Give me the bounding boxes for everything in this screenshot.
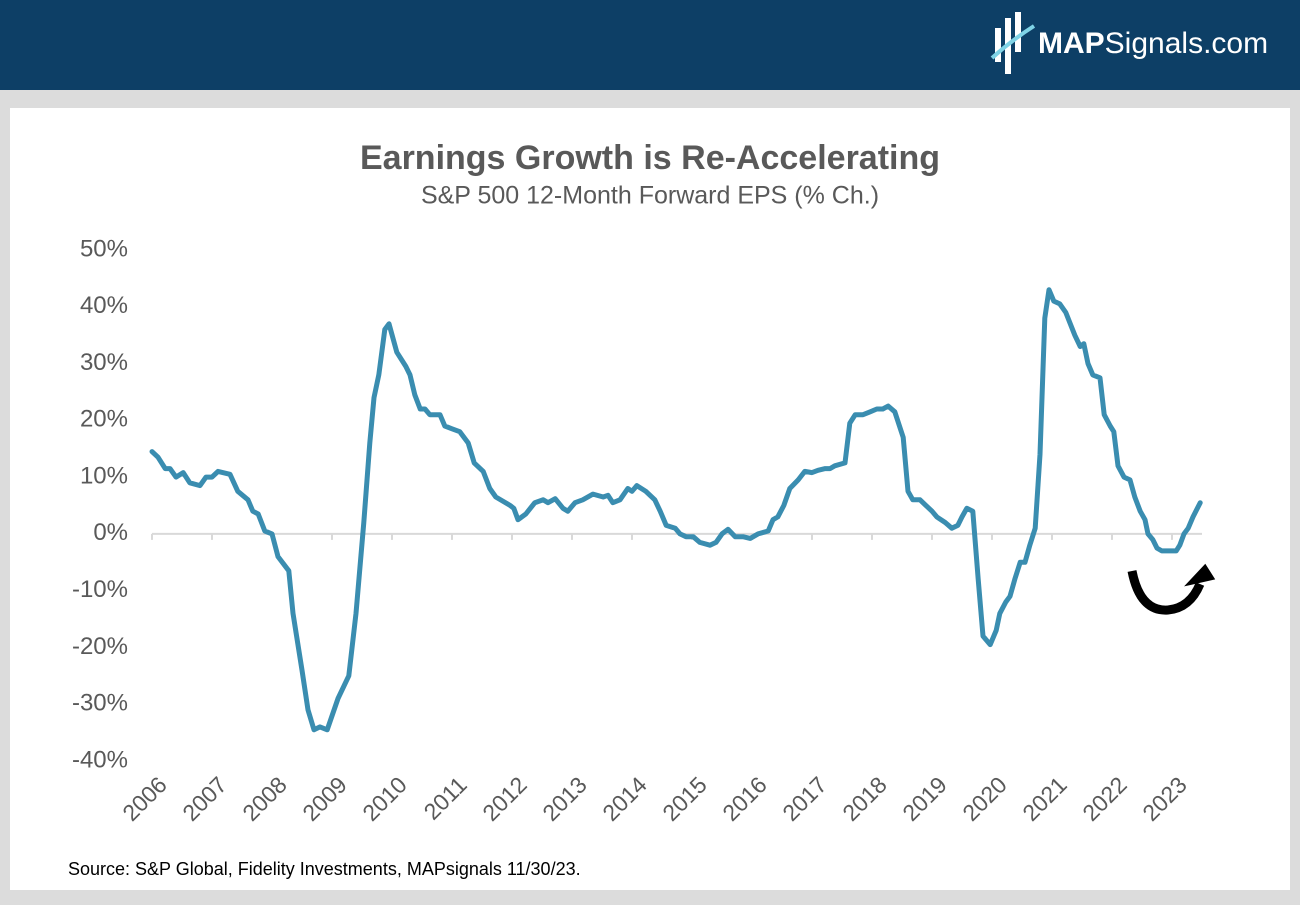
logo-bold: MAP (1038, 27, 1105, 60)
y-tick-label: 20% (80, 406, 128, 433)
y-tick-label: -40% (72, 746, 128, 773)
y-tick-label: 30% (80, 349, 128, 376)
y-tick-label: -30% (72, 690, 128, 717)
chart-title: Earnings Growth is Re-Accelerating (360, 139, 940, 177)
y-tick-label: 40% (80, 292, 128, 319)
chart-panel (10, 108, 1290, 890)
y-tick-label: -20% (72, 633, 128, 660)
header-band (0, 0, 1300, 90)
data-line (149, 287, 1203, 733)
y-tick-label: 10% (80, 462, 128, 489)
y-tick-label: 0% (93, 519, 128, 546)
logo-rest: Signals.com (1105, 27, 1268, 60)
y-tick-label: -10% (72, 576, 128, 603)
turn-arrow (1127, 563, 1216, 615)
y-tick-label: 50% (80, 235, 128, 262)
source-note: Source: S&P Global, Fidelity Investments… (68, 859, 581, 879)
logo-icon (990, 12, 1036, 74)
logo-text: MAPSignals.com (1038, 27, 1268, 60)
chart-subtitle: S&P 500 12-Month Forward EPS (% Ch.) (421, 182, 879, 210)
